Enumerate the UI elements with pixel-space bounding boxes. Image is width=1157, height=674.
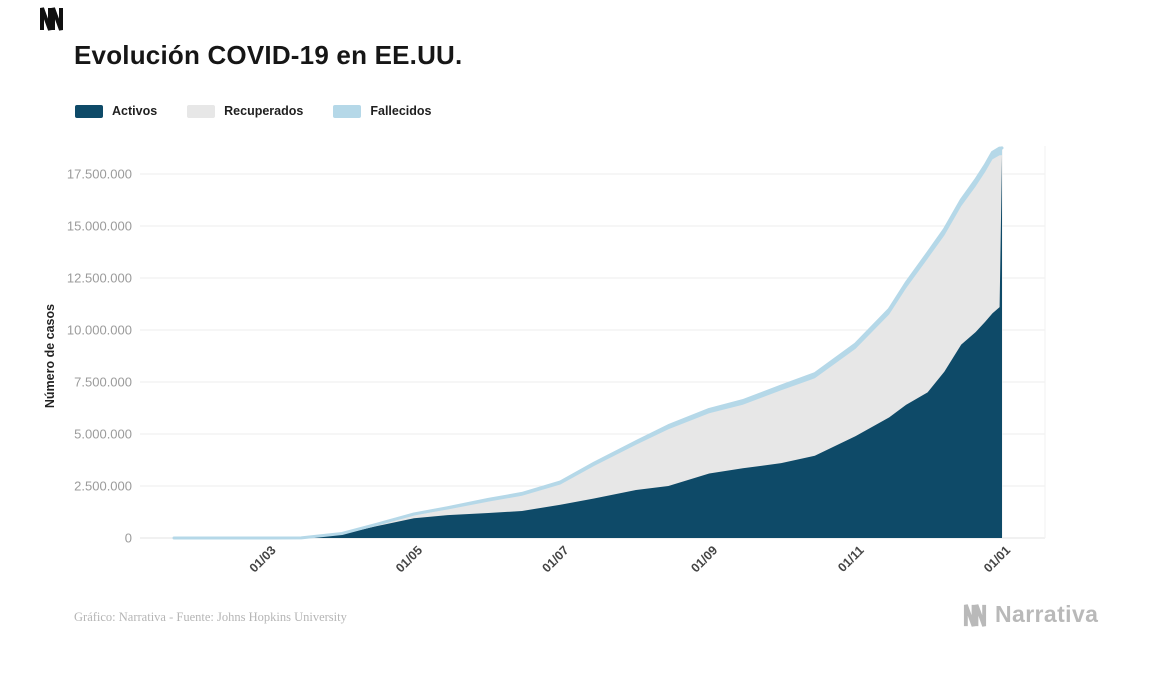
legend-swatch-icon bbox=[75, 104, 103, 118]
y-tick-label: 2.500.000 bbox=[74, 479, 132, 494]
legend-label: Activos bbox=[112, 104, 158, 118]
y-tick-label: 0 bbox=[125, 531, 132, 546]
narrativa-brand-text: Narrativa bbox=[995, 601, 1099, 627]
narrativa-logo-icon bbox=[38, 5, 65, 32]
legend-item-fallecidos: Fallecidos bbox=[333, 104, 432, 118]
legend-item-recuperados: Recuperados bbox=[187, 104, 303, 118]
y-tick-label: 17.500.000 bbox=[67, 167, 132, 182]
legend: Activos Recuperados Fallecidos bbox=[75, 104, 432, 118]
legend-swatch-icon bbox=[187, 104, 216, 118]
legend-label: Recuperados bbox=[224, 104, 304, 118]
x-tick-label: 01/05 bbox=[393, 543, 425, 575]
y-tick-label: 10.000.000 bbox=[67, 323, 132, 338]
y-tick-label: 5.000.000 bbox=[74, 427, 132, 442]
legend-item-activos: Activos bbox=[75, 104, 157, 118]
x-tick-label: 01/01 bbox=[981, 543, 1013, 575]
legend-swatch-icon bbox=[333, 104, 362, 118]
source-credit: Gráfico: Narrativa - Fuente: Johns Hopki… bbox=[74, 610, 347, 624]
x-tick-label: 01/11 bbox=[835, 543, 867, 575]
area-activos bbox=[174, 155, 1002, 539]
legend-label: Fallecidos bbox=[370, 104, 432, 118]
y-tick-label: 15.000.000 bbox=[67, 219, 132, 234]
y-tick-label: 7.500.000 bbox=[74, 375, 132, 390]
narrativa-brand: Narrativa bbox=[962, 601, 1098, 628]
x-tick-label: 01/09 bbox=[688, 543, 720, 575]
y-tick-label: 12.500.000 bbox=[67, 271, 132, 286]
x-tick-label: 01/03 bbox=[247, 543, 279, 575]
area-recuperados bbox=[174, 155, 1002, 539]
x-tick-label: 01/07 bbox=[540, 543, 572, 575]
total-outline bbox=[172, 146, 1004, 540]
chart-title: Evolución COVID-19 en EE.UU. bbox=[74, 40, 463, 70]
narrativa-brand-icon bbox=[962, 602, 988, 628]
